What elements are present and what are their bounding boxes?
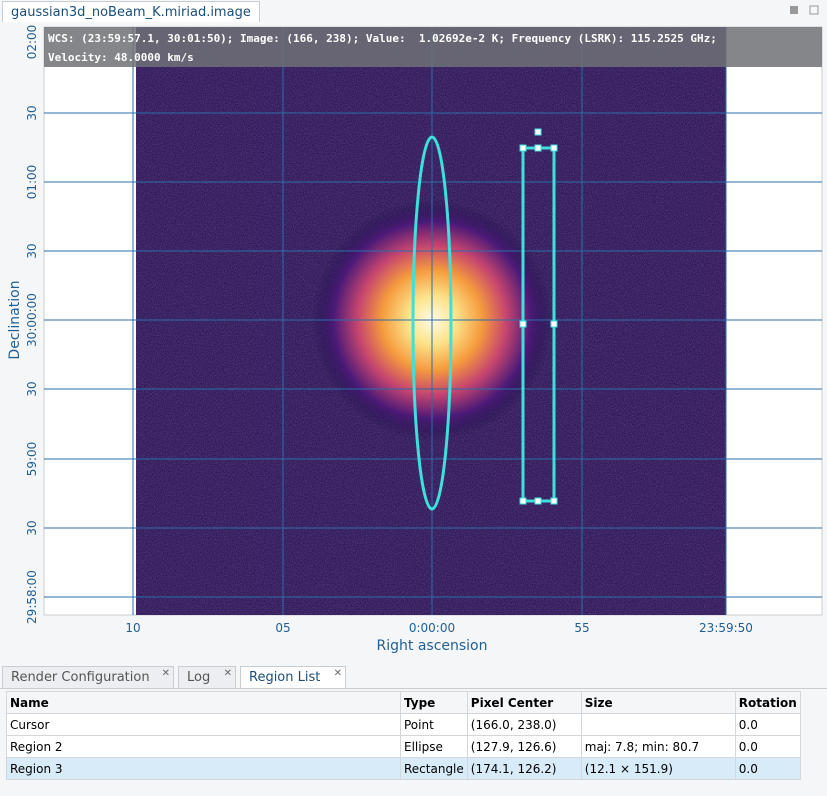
table-row[interactable]: Region 2 Ellipse (127.9, 126.6) maj: 7.8; m… bbox=[6, 735, 801, 758]
y-tick-label: 01:00 bbox=[25, 165, 39, 200]
table-cell: (127.9, 126.6) bbox=[466, 735, 582, 758]
column-header: Pixel Center bbox=[466, 691, 582, 714]
ellipse-region[interactable] bbox=[411, 135, 453, 511]
column-header: Name bbox=[6, 691, 401, 714]
column-header: Type bbox=[400, 691, 468, 714]
y-tick-label: 30 bbox=[25, 520, 39, 535]
x-tick-label: 05 bbox=[275, 621, 290, 635]
table-cell: Cursor bbox=[6, 713, 401, 736]
table-cell: (12.1 × 151.9) bbox=[580, 757, 736, 780]
y-tick-label: 30 bbox=[25, 243, 39, 258]
y-tick-label: 59:00 bbox=[25, 442, 39, 477]
table-row[interactable]: Region 3 Rectangle (174.1, 126.2) (12.1 × 1… bbox=[6, 757, 801, 780]
x-tick-label: 55 bbox=[574, 621, 589, 635]
table-cell: maj: 7.8; min: 80.7 bbox=[580, 735, 736, 758]
image-tab[interactable]: gaussian3d_noBeam_K.miriad.image bbox=[2, 1, 260, 23]
table-cell: Ellipse bbox=[400, 735, 468, 758]
y-tick-label: 30 bbox=[25, 381, 39, 396]
column-header: Rotation bbox=[734, 691, 801, 714]
table-cell: Region 2 bbox=[6, 735, 401, 758]
x-axis-label: Right ascension bbox=[377, 638, 488, 654]
table-cell: 0.0 bbox=[734, 713, 801, 736]
table-cell: (174.1, 126.2) bbox=[466, 757, 582, 780]
x-tick-label: 0:00:00 bbox=[409, 621, 455, 635]
close-icon[interactable]: ✕ bbox=[161, 668, 170, 679]
image-source bbox=[136, 27, 726, 615]
table-cell: (166.0, 238.0) bbox=[466, 713, 582, 736]
y-tick-label: 30 bbox=[25, 105, 39, 120]
image-view: WCS: (23:59:57.1, 30:01:50); Image: (166… bbox=[7, 5, 823, 654]
region-handles bbox=[519, 128, 558, 505]
table-cell: Rectangle bbox=[400, 757, 468, 780]
panel-tab[interactable]: Log ✕ bbox=[178, 666, 236, 688]
table-cell: Region 3 bbox=[6, 757, 401, 780]
table-cell: 0.0 bbox=[734, 735, 801, 758]
panel-tab[interactable]: Region List ✕ bbox=[240, 666, 346, 688]
close-icon[interactable]: ✕ bbox=[223, 668, 232, 679]
table-cell: Point bbox=[400, 713, 468, 736]
table-cell bbox=[580, 713, 736, 736]
y-tick-label: 29:58:00 bbox=[25, 570, 39, 624]
x-tick-label: 10 bbox=[125, 621, 140, 635]
x-tick-label: 23:59:50 bbox=[699, 621, 753, 635]
table-cell: 0.0 bbox=[734, 757, 801, 780]
y-tick-label: 02:00 bbox=[25, 25, 39, 60]
close-icon[interactable]: ✕ bbox=[333, 668, 342, 679]
pin-icons bbox=[790, 5, 819, 15]
bottom-tab-bar bbox=[0, 664, 827, 689]
panel-tab[interactable]: Render Configuration ✕ bbox=[2, 666, 174, 688]
region-table: Name Type Pixel Center Size Rotation Cursor Po… bbox=[6, 691, 801, 780]
y-axis-label: Declination bbox=[7, 280, 23, 359]
overlay-line: Velocity: 48.0000 km/s bbox=[48, 51, 194, 64]
y-tick-label: 30:00:00 bbox=[25, 293, 39, 347]
table-row[interactable]: Cursor Point (166.0, 238.0) 0.0 bbox=[6, 713, 801, 736]
overlay-line: WCS: (23:59:57.1, 30:01:50); Image: (166… bbox=[48, 32, 717, 45]
column-header: Size bbox=[580, 691, 736, 714]
cursor-info-overlay bbox=[44, 27, 822, 67]
